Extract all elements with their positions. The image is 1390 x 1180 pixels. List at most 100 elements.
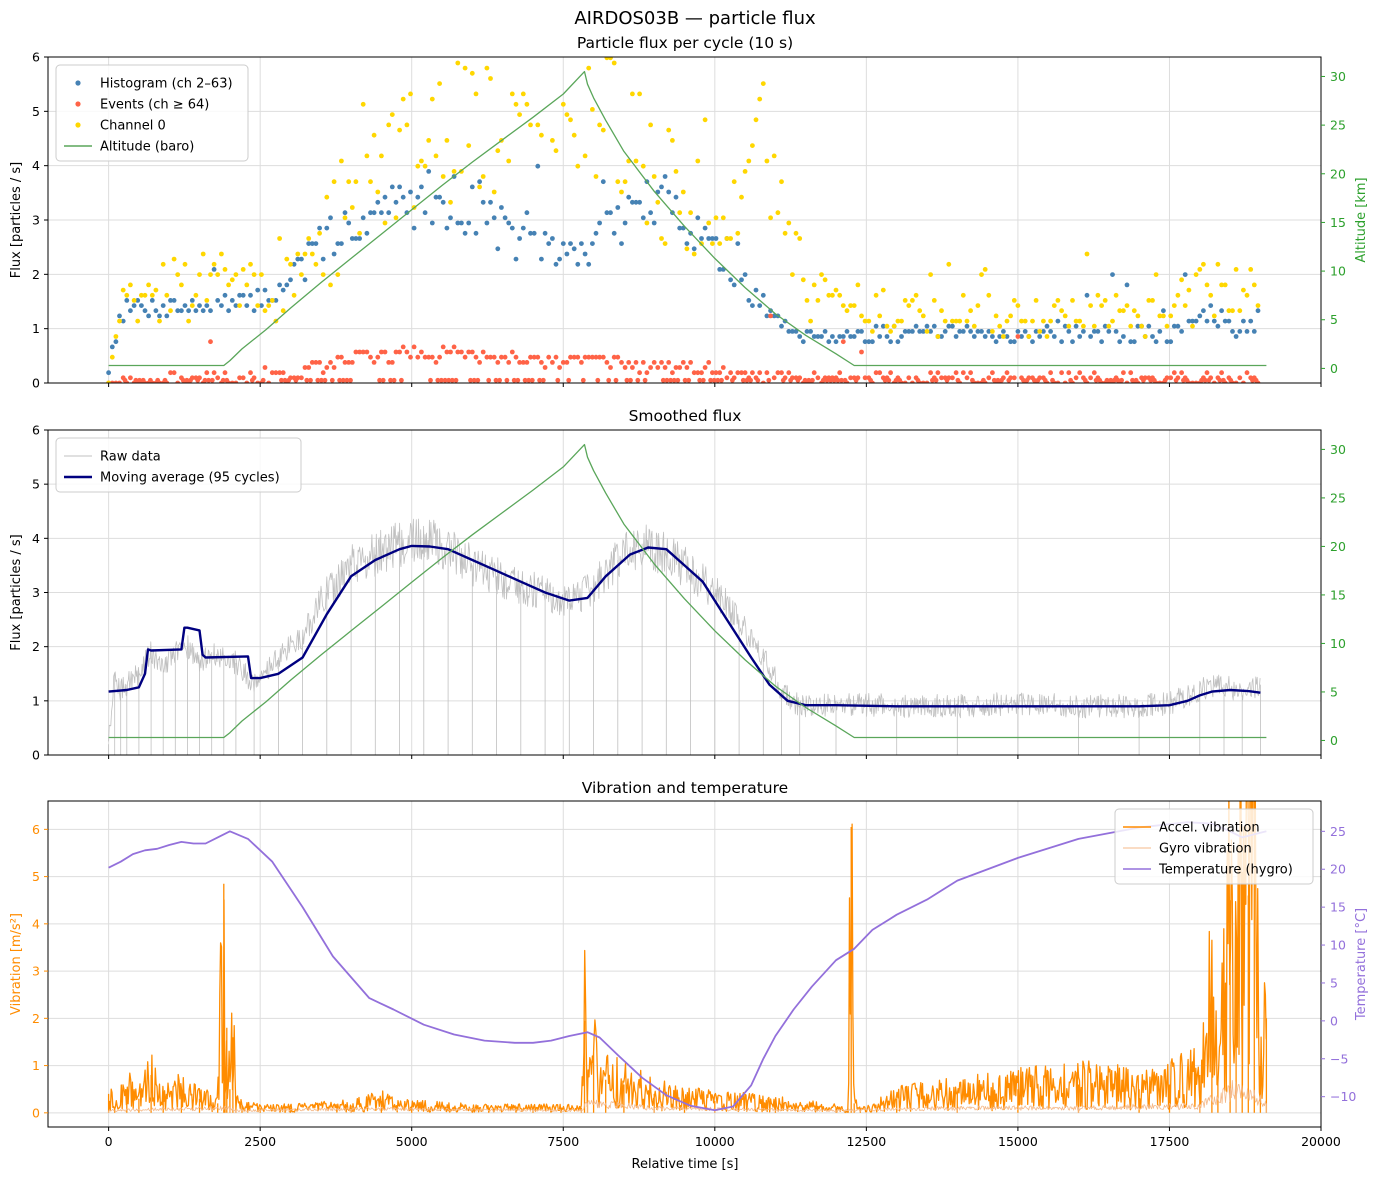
point-events-ch-64 [244,380,250,383]
point-channel-0 [1179,277,1184,283]
point-events-ch-64 [699,370,704,376]
point-channel-0 [371,132,377,138]
y2-tick-label: 15 [1330,900,1346,915]
point-channel-0 [320,272,326,277]
point-channel-0 [513,101,519,107]
point-channel-0 [837,292,843,298]
point-histogram-ch-2-63 [109,344,115,350]
y2-tick-label: 0 [1330,1013,1338,1028]
point-events-ch-64 [660,377,666,383]
point-events-ch-64 [715,377,721,383]
point-events-ch-64 [597,354,602,360]
point-histogram-ch-2-63 [215,298,221,303]
point-events-ch-64 [229,380,235,383]
point-histogram-ch-2-63 [1033,329,1039,334]
point-channel-0 [353,179,359,185]
legend-label: Altitude (baro) [100,140,194,155]
point-histogram-ch-2-63 [357,236,362,241]
point-channel-0 [1171,303,1177,308]
point-channel-0 [819,272,824,277]
point-histogram-ch-2-63 [309,241,315,247]
point-channel-0 [277,236,282,241]
point-histogram-ch-2-63 [1051,334,1057,339]
point-events-ch-64 [433,360,439,365]
point-histogram-ch-2-63 [633,199,639,205]
y-tick-label: 6 [32,423,40,438]
point-events-ch-64 [344,377,350,383]
point-histogram-ch-2-63 [397,184,402,190]
point-channel-0 [448,199,453,205]
point-channel-0 [808,318,813,324]
point-events-ch-64 [320,370,326,376]
point-channel-0 [866,318,872,324]
point-events-ch-64 [848,375,853,381]
point-events-ch-64 [664,377,670,383]
point-histogram-ch-2-63 [200,308,206,314]
point-channel-0 [328,282,333,288]
point-histogram-ch-2-63 [808,329,813,334]
point-histogram-ch-2-63 [760,292,766,298]
point-histogram-ch-2-63 [917,329,923,334]
point-events-ch-64 [971,380,977,383]
point-events-ch-64 [810,377,815,383]
point-events-ch-64 [613,377,619,383]
point-histogram-ch-2-63 [571,246,577,252]
point-histogram-ch-2-63 [920,329,926,334]
point-events-ch-64 [448,349,453,355]
x-tick-label: 5000 [396,1134,428,1149]
point-histogram-ch-2-63 [1171,323,1177,329]
point-events-ch-64 [990,370,995,376]
point-channel-0 [543,30,548,35]
point-events-ch-64 [419,349,424,355]
point-events-ch-64 [1211,380,1217,383]
point-channel-0 [731,179,737,185]
point-histogram-ch-2-63 [473,230,479,236]
point-events-ch-64 [215,375,221,381]
point-events-ch-64 [426,354,432,360]
point-channel-0 [226,282,232,288]
point-channel-0 [1048,318,1053,324]
point-events-ch-64 [473,354,479,360]
point-events-ch-64 [811,370,817,376]
point-channel-0 [786,220,792,226]
point-channel-0 [1153,272,1159,277]
point-channel-0 [1131,308,1137,314]
point-events-ch-64 [946,375,952,381]
point-channel-0 [349,205,355,210]
point-channel-0 [680,189,686,195]
point-histogram-ch-2-63 [764,313,770,319]
point-events-ch-64 [1204,370,1210,376]
point-histogram-ch-2-63 [1215,323,1221,329]
point-events-ch-64 [388,377,393,383]
point-events-ch-64 [750,370,755,376]
point-channel-0 [208,272,213,277]
point-events-ch-64 [688,360,693,365]
point-channel-0 [189,303,195,308]
point-events-ch-64 [550,360,555,365]
point-channel-0 [175,272,181,277]
y2-tick-label: 30 [1330,69,1346,84]
point-events-ch-64 [1153,380,1159,383]
point-histogram-ch-2-63 [240,292,246,298]
point-events-ch-64 [499,354,504,360]
point-histogram-ch-2-63 [342,210,348,216]
point-channel-0 [1208,292,1214,298]
y-axis-label: Flux [particles / s] [9,162,24,279]
point-histogram-ch-2-63 [1008,339,1013,345]
point-channel-0 [1175,292,1181,298]
point-channel-0 [775,210,781,216]
point-events-ch-64 [1088,375,1093,381]
legend-box [55,437,302,493]
y-tick-label: 2 [32,1011,40,1026]
point-histogram-ch-2-63 [884,334,890,339]
point-histogram-ch-2-63 [830,334,835,339]
point-channel-0 [164,292,170,298]
point-histogram-ch-2-63 [262,287,268,293]
point-channel-0 [946,261,952,267]
point-histogram-ch-2-63 [1197,313,1203,319]
point-channel-0 [186,318,192,324]
point-histogram-ch-2-63 [1146,323,1152,329]
point-events-ch-64 [651,360,657,365]
point-events-ch-64 [600,354,606,360]
